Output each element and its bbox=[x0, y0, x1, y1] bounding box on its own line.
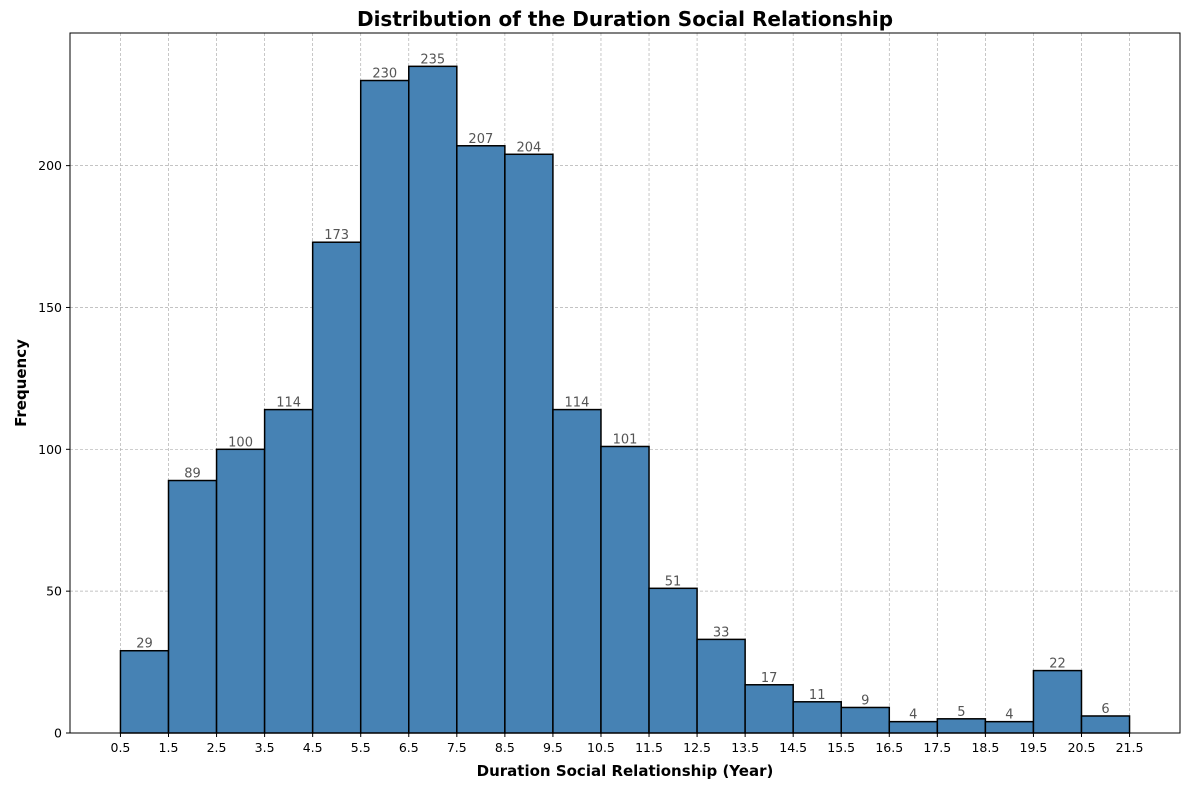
histogram-bar bbox=[888, 720, 939, 734]
y-axis-ticks: 0 50 100 150 200 bbox=[38, 158, 70, 741]
bar-value-label: 6 bbox=[1101, 702, 1109, 717]
x-tick-label: 13.5 bbox=[731, 740, 759, 755]
histogram-bar bbox=[167, 479, 218, 734]
bars-group bbox=[119, 65, 1131, 734]
x-tick-label: 0.5 bbox=[111, 740, 131, 755]
bar-value-label: 235 bbox=[420, 52, 445, 67]
bar-value-label: 100 bbox=[228, 435, 253, 450]
bar-value-label: 9 bbox=[861, 693, 869, 708]
x-tick-label: 16.5 bbox=[875, 740, 903, 755]
bar-value-label: 29 bbox=[136, 637, 153, 652]
x-tick-label: 2.5 bbox=[207, 740, 227, 755]
y-tick-label: 200 bbox=[38, 158, 62, 173]
bar-value-label: 5 bbox=[957, 705, 965, 720]
histogram-bar bbox=[552, 408, 602, 734]
x-tick-label: 4.5 bbox=[303, 740, 323, 755]
x-tick-label: 9.5 bbox=[543, 740, 563, 755]
x-tick-label: 12.5 bbox=[683, 740, 711, 755]
x-tick-label: 15.5 bbox=[827, 740, 855, 755]
histogram-bar bbox=[215, 448, 266, 734]
histogram-bar bbox=[984, 720, 1035, 734]
plot-frame bbox=[69, 32, 1181, 734]
bar-value-label: 22 bbox=[1049, 657, 1066, 672]
x-tick-label: 19.5 bbox=[1020, 740, 1048, 755]
histogram-bar bbox=[504, 153, 554, 734]
y-tick-label: 100 bbox=[38, 442, 62, 457]
x-tick-label: 10.5 bbox=[587, 740, 615, 755]
y-tick-label: 50 bbox=[46, 584, 62, 599]
x-tick-label: 3.5 bbox=[255, 740, 275, 755]
histogram-bar bbox=[263, 408, 314, 734]
bar-value-label: 207 bbox=[468, 132, 493, 147]
chart-title: Distribution of the Duration Social Rela… bbox=[357, 7, 893, 31]
x-tick-label: 21.5 bbox=[1116, 740, 1144, 755]
histogram-bar bbox=[119, 649, 170, 734]
x-tick-label: 20.5 bbox=[1068, 740, 1096, 755]
bar-value-label: 51 bbox=[665, 574, 682, 589]
histogram-bar bbox=[456, 145, 506, 734]
bar-value-label: 33 bbox=[713, 625, 730, 640]
bar-value-label: 4 bbox=[909, 708, 917, 723]
histogram-bar bbox=[1080, 715, 1131, 734]
bar-value-label: 11 bbox=[809, 688, 826, 703]
x-axis-label: Duration Social Relationship (Year) bbox=[477, 762, 774, 780]
x-tick-label: 7.5 bbox=[447, 740, 467, 755]
histogram-bar bbox=[792, 701, 842, 734]
histogram-bar bbox=[648, 587, 698, 734]
bar-value-label: 101 bbox=[613, 432, 638, 447]
histogram-bar bbox=[1032, 669, 1083, 734]
histogram-bar bbox=[936, 718, 987, 734]
grid-lines bbox=[70, 33, 1180, 734]
x-tick-label: 18.5 bbox=[971, 740, 999, 755]
data-labels-group: 29 89 100 114 173 230 235 207 204 114 101 51 33 17 11 9… bbox=[136, 52, 1109, 722]
bar-value-label: 230 bbox=[372, 67, 397, 82]
y-tick-label: 0 bbox=[54, 726, 62, 741]
bar-value-label: 204 bbox=[516, 140, 541, 155]
x-tick-label: 5.5 bbox=[351, 740, 371, 755]
histogram-bar bbox=[696, 638, 746, 734]
histogram-bar bbox=[311, 241, 362, 734]
bar-value-label: 114 bbox=[565, 396, 590, 411]
x-tick-label: 1.5 bbox=[159, 740, 179, 755]
x-tick-label: 17.5 bbox=[923, 740, 951, 755]
x-tick-label: 11.5 bbox=[635, 740, 663, 755]
y-tick-label: 150 bbox=[38, 300, 62, 315]
bar-value-label: 4 bbox=[1005, 708, 1013, 723]
y-axis-label: Frequency bbox=[12, 339, 30, 427]
x-tick-label: 14.5 bbox=[779, 740, 807, 755]
histogram-bar bbox=[744, 684, 794, 734]
x-axis-ticks: 0.5 1.5 2.5 3.5 4.5 5.5 6.5 7.5 8.5 9.5 10.5 11.5 12… bbox=[111, 733, 1144, 755]
bar-value-label: 114 bbox=[276, 396, 301, 411]
x-tick-label: 6.5 bbox=[399, 740, 419, 755]
histogram-bar bbox=[600, 445, 650, 734]
histogram-bar bbox=[408, 65, 458, 734]
bar-value-label: 89 bbox=[184, 467, 201, 482]
bar-value-label: 17 bbox=[761, 671, 778, 686]
bar-value-label: 173 bbox=[324, 228, 349, 243]
histogram-bar bbox=[359, 79, 410, 734]
x-tick-label: 8.5 bbox=[495, 740, 515, 755]
histogram-bar bbox=[840, 706, 891, 734]
